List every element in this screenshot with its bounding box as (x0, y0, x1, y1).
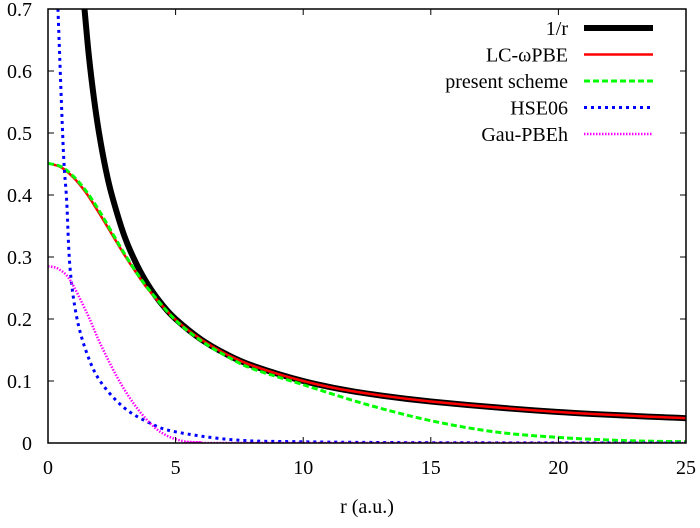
x-tick-label: 0 (43, 457, 53, 479)
series-line-3 (56, 9, 686, 443)
legend-label: HSE06 (510, 98, 568, 120)
y-tick-label: 0.5 (7, 123, 32, 145)
x-tick-label: 25 (676, 457, 696, 479)
y-tick-label: 0 (22, 433, 32, 455)
legend-label: LC-ωPBE (486, 45, 568, 67)
ticks (47, 8, 687, 444)
series-line-1 (48, 162, 686, 420)
tick-labels: 0 5 10 15 20 25 0 0.1 0.2 0.3 0.4 0.5 0.6 0.7 (7, 0, 696, 479)
legend-label: Gau-PBEh (481, 124, 568, 146)
y-tick-label: 0.6 (7, 61, 32, 83)
y-tick-label: 0.2 (7, 309, 32, 331)
y-tick-label: 0.7 (7, 0, 32, 21)
x-axis-label: r (a.u.) (340, 496, 394, 518)
legend-label: 1/r (546, 18, 569, 40)
legend-item: Gau-PBEh (481, 124, 653, 146)
series-line-0 (81, 9, 686, 422)
legend: 1/r LC-ωPBE present scheme HSE06 Gau-PBEh (445, 18, 653, 146)
legend-item: present scheme (445, 71, 653, 93)
legend-item: HSE06 (510, 98, 653, 120)
y-tick-label: 0.4 (7, 185, 32, 207)
legend-item: 1/r (546, 18, 653, 40)
curves (48, 9, 686, 443)
legend-label: present scheme (445, 71, 568, 93)
x-tick-label: 10 (293, 457, 313, 479)
y-tick-label: 0.3 (7, 247, 32, 269)
y-tick-label: 0.1 (7, 371, 32, 393)
x-tick-label: 20 (548, 457, 568, 479)
x-tick-label: 15 (421, 457, 441, 479)
plot-frame (47, 8, 687, 444)
series-line-2 (48, 161, 686, 443)
legend-item: LC-ωPBE (486, 45, 653, 67)
x-tick-label: 5 (171, 457, 181, 479)
